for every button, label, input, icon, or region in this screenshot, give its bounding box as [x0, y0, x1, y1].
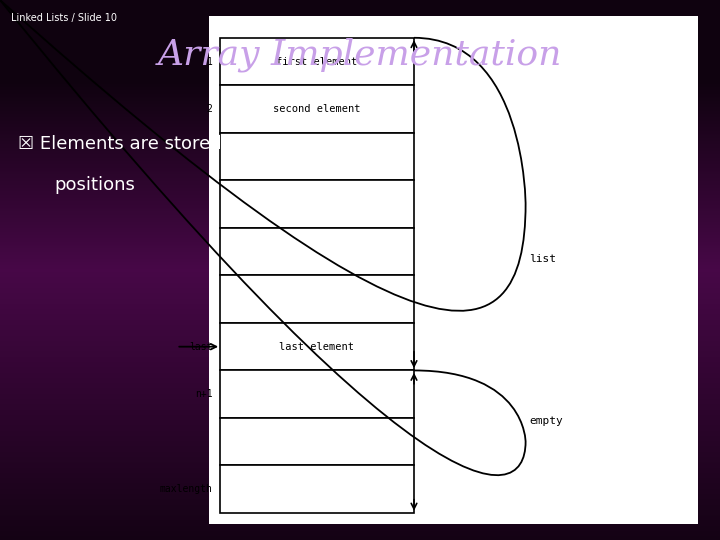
- Bar: [209, 16, 698, 524]
- Bar: [220, 180, 414, 228]
- Bar: [220, 370, 414, 418]
- Text: last element: last element: [279, 342, 354, 352]
- Text: 2: 2: [207, 104, 212, 114]
- Text: Linked Lists / Slide 10: Linked Lists / Slide 10: [11, 14, 117, 24]
- Bar: [220, 418, 414, 465]
- Text: last: last: [189, 342, 212, 352]
- Bar: [220, 38, 414, 85]
- Bar: [220, 323, 414, 370]
- Bar: [220, 275, 414, 323]
- Text: positions: positions: [54, 176, 135, 193]
- Text: 1: 1: [207, 57, 212, 66]
- Text: maxlength: maxlength: [160, 484, 212, 494]
- Text: first element: first element: [276, 57, 357, 66]
- Text: list: list: [529, 254, 557, 264]
- Bar: [220, 133, 414, 180]
- Bar: [220, 465, 414, 513]
- Text: ☒ Elements are stored in contiguous array: ☒ Elements are stored in contiguous arra…: [18, 135, 402, 153]
- Text: n+1: n+1: [195, 389, 212, 399]
- Text: second element: second element: [273, 104, 361, 114]
- Bar: [220, 228, 414, 275]
- Text: empty: empty: [529, 416, 563, 426]
- Text: Array Implementation: Array Implementation: [158, 38, 562, 72]
- Bar: [220, 85, 414, 133]
